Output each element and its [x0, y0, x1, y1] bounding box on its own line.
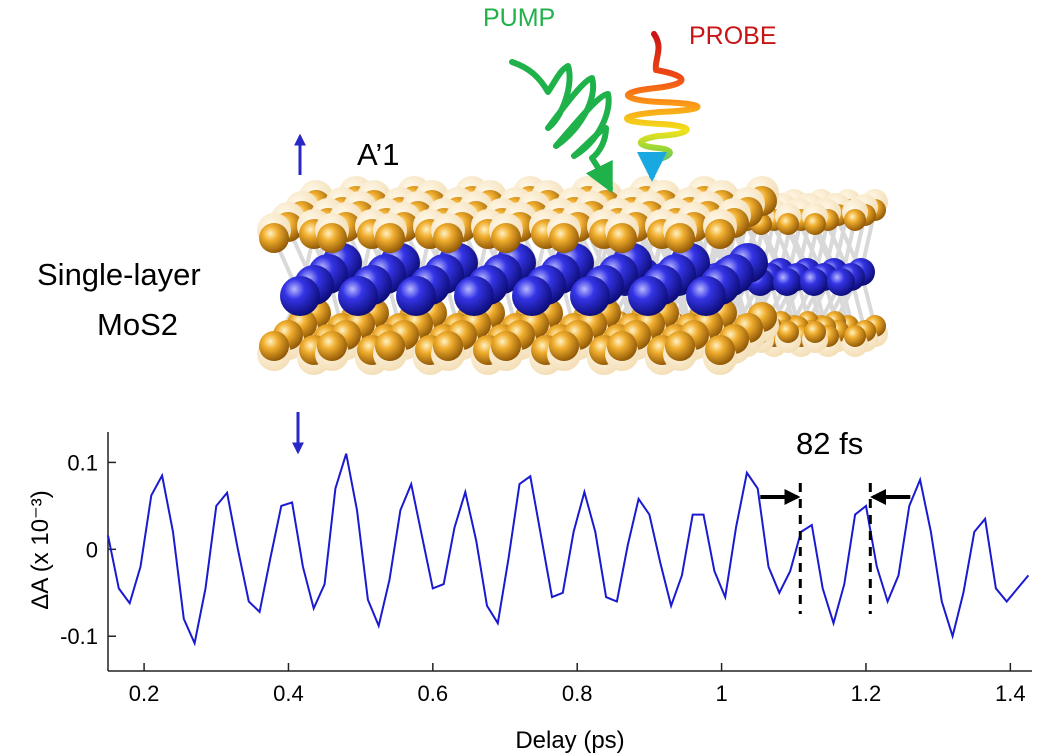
- s-atom: [375, 331, 405, 361]
- x-tick-label: 1: [715, 681, 727, 706]
- s-atom: [607, 331, 637, 361]
- s-atom: [665, 223, 695, 253]
- mo-atom: [686, 276, 726, 316]
- s-atom: [844, 325, 866, 347]
- mo-atom: [628, 276, 668, 316]
- s-atom: [491, 223, 521, 253]
- period-markers: [760, 483, 911, 614]
- x-tick-label: 1.4: [995, 681, 1026, 706]
- s-atom: [665, 331, 695, 361]
- y-axis-label: ΔA (x 10⁻³): [27, 490, 54, 609]
- material-label-line1: Single-layer: [37, 257, 201, 292]
- x-axis-label: Delay (ps): [515, 727, 624, 754]
- material-label-line2: MoS2: [97, 307, 178, 342]
- mos2-lattice-illustration: [257, 176, 888, 375]
- mo-atom: [454, 276, 494, 316]
- probe-pulse-icon: [624, 31, 701, 182]
- mo-atom: [827, 268, 855, 296]
- x-tick-label: 0.6: [418, 681, 449, 706]
- mo-atom: [570, 276, 610, 316]
- y-tick-label: -0.1: [60, 624, 98, 649]
- s-atom: [549, 331, 579, 361]
- probe-label: PROBE: [689, 22, 777, 50]
- s-atom: [804, 213, 826, 235]
- mo-atom: [773, 268, 801, 296]
- s-atom: [317, 331, 347, 361]
- mo-atom: [512, 276, 552, 316]
- s-atom: [375, 223, 405, 253]
- period-label: 82 fs: [796, 426, 863, 461]
- chart-axes: [107, 432, 1032, 672]
- oscillation-trace: [107, 453, 1030, 647]
- s-atom: [777, 321, 799, 343]
- y-tick-label: 0: [86, 537, 98, 562]
- s-atom: [549, 223, 579, 253]
- mo-atom: [280, 276, 320, 316]
- x-tick-label: 1.2: [851, 681, 882, 706]
- s-atom: [777, 213, 799, 235]
- x-tick-label: 0.2: [129, 681, 160, 706]
- s-atom: [433, 331, 463, 361]
- x-tick-label: 0.4: [273, 681, 304, 706]
- chart-ticks: 0.2 0.4 0.6 0.8 1 1.2 1.4 0.1 0 -0.1: [60, 450, 1026, 706]
- s-atom: [491, 331, 521, 361]
- s-atom: [433, 223, 463, 253]
- delta-absorbance-chart: 0.2 0.4 0.6 0.8 1 1.2 1.4 0.1 0 -0.1 Delay (ps) Δ…: [27, 432, 1032, 754]
- s-atom: [317, 223, 347, 253]
- s-atom: [705, 335, 735, 365]
- y-tick-label: 0.1: [67, 450, 98, 475]
- pump-pulse-icon: [509, 59, 613, 194]
- s-atom: [259, 331, 289, 361]
- x-tick-label: 0.8: [562, 681, 593, 706]
- s-atom: [607, 223, 637, 253]
- s-atom: [844, 209, 866, 231]
- pump-label: PUMP: [483, 4, 555, 32]
- s-atom: [804, 321, 826, 343]
- mo-atom: [800, 268, 828, 296]
- s-atom: [705, 219, 735, 249]
- mo-atom: [396, 276, 436, 316]
- mode-label: A’1: [357, 137, 400, 172]
- mo-atom: [338, 276, 378, 316]
- s-atom: [259, 223, 289, 253]
